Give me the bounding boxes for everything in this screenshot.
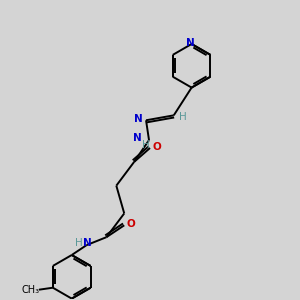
Text: N: N [83, 238, 92, 248]
Text: O: O [153, 142, 161, 152]
Text: CH₃: CH₃ [21, 285, 39, 295]
Text: N: N [186, 38, 195, 48]
Text: N: N [133, 133, 142, 143]
Text: H: H [179, 112, 187, 122]
Text: H: H [75, 238, 83, 248]
Text: H: H [142, 140, 150, 150]
Text: O: O [127, 219, 136, 229]
Text: N: N [134, 114, 143, 124]
